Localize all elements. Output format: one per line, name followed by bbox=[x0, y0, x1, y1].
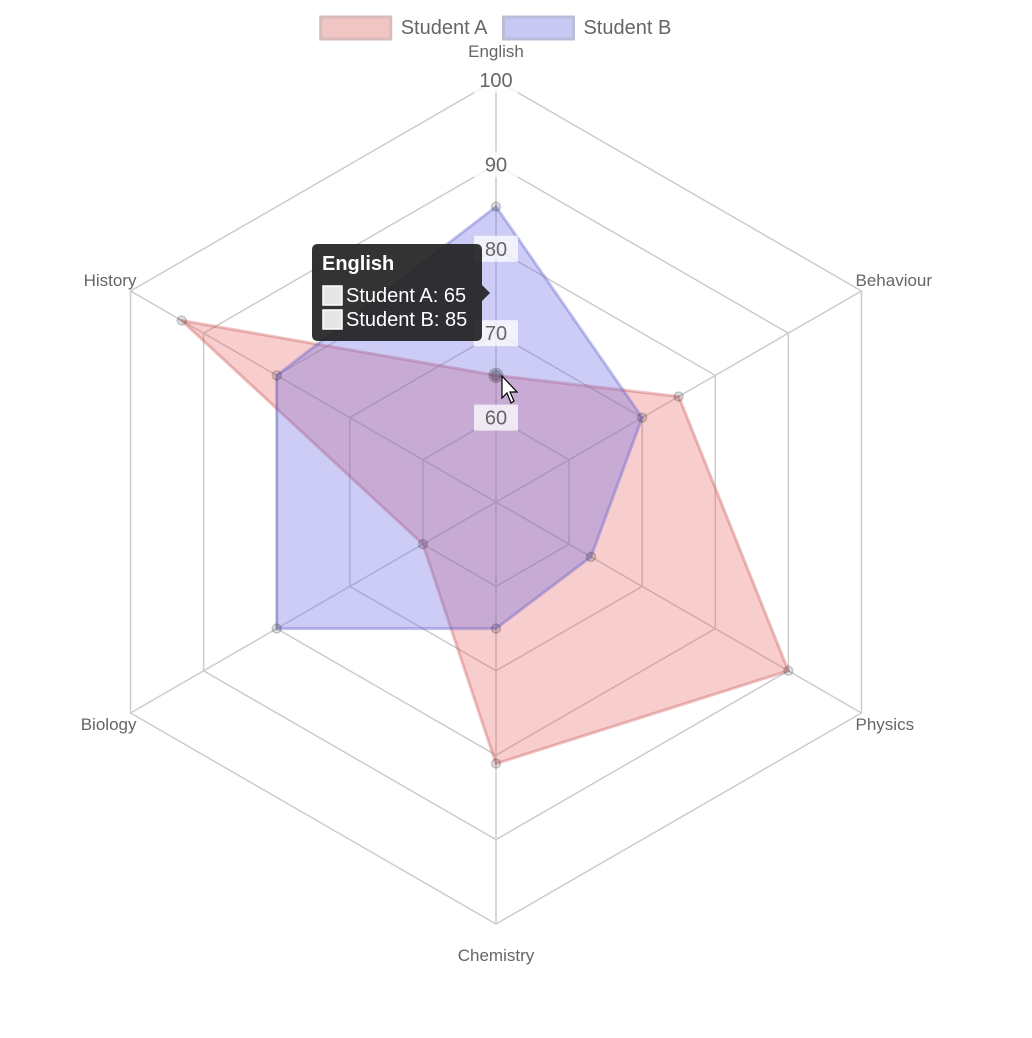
point-student-a-history[interactable] bbox=[176, 315, 187, 326]
point-student-a-english[interactable] bbox=[490, 370, 502, 381]
tooltip: English Student A: 65 Student B: 85 bbox=[312, 244, 490, 341]
point-hover-highlight bbox=[488, 367, 504, 384]
point-student-b-behaviour[interactable] bbox=[636, 412, 648, 423]
legend-item-student-b[interactable]: Student B bbox=[501, 15, 671, 41]
axis-label-history: History bbox=[84, 271, 137, 290]
spoke-behaviour bbox=[495, 290, 862, 503]
tick-backdrop-60 bbox=[474, 404, 518, 431]
tooltip-line-student-b: Student B: 85 bbox=[346, 309, 467, 331]
point-student-b-physics[interactable] bbox=[585, 551, 597, 563]
tooltip-swatch-student-a bbox=[322, 285, 343, 306]
tooltip-title: English bbox=[322, 253, 394, 275]
spoke-biology bbox=[130, 501, 497, 714]
tick-backdrop-100 bbox=[474, 67, 518, 93]
tick-backdrop-90 bbox=[474, 151, 518, 178]
point-student-a-behaviour[interactable] bbox=[673, 391, 684, 402]
tooltip-line-student-a: Student A: 65 bbox=[346, 285, 466, 307]
legend-swatch-student-a bbox=[319, 15, 393, 41]
legend-swatch-student-b bbox=[501, 15, 575, 41]
axis-label-biology: Biology bbox=[81, 715, 137, 734]
legend: Student A Student B bbox=[319, 15, 671, 41]
point-student-a-chemistry[interactable] bbox=[490, 758, 502, 769]
axis-label-behaviour: Behaviour bbox=[856, 271, 933, 290]
series-layer bbox=[176, 201, 794, 769]
point-student-a-biology[interactable] bbox=[417, 538, 429, 550]
tooltip-background bbox=[312, 244, 490, 341]
series-area-student-a bbox=[176, 318, 791, 766]
grid-layer bbox=[129, 79, 863, 925]
spoke-physics bbox=[495, 501, 862, 714]
axis-label-english: English bbox=[468, 42, 524, 61]
point-student-b-history[interactable] bbox=[271, 370, 282, 381]
axis-label-physics: Physics bbox=[856, 715, 915, 734]
tick-label-80: 80 bbox=[485, 239, 507, 261]
tick-label-70: 70 bbox=[485, 323, 507, 345]
legend-item-student-a[interactable]: Student A bbox=[319, 15, 488, 41]
point-student-b-english[interactable] bbox=[490, 201, 502, 212]
legend-label-student-a: Student A bbox=[401, 17, 488, 39]
tick-label-60: 60 bbox=[485, 408, 507, 430]
spoke-history bbox=[130, 290, 497, 503]
point-student-b-biology[interactable] bbox=[271, 623, 282, 634]
axis-label-chemistry: Chemistry bbox=[458, 946, 535, 965]
axis-labels-layer: English Behaviour Physics Chemistry Biology H… bbox=[81, 42, 933, 965]
tooltip-swatch-student-b bbox=[322, 309, 343, 330]
legend-label-student-b: Student B bbox=[583, 17, 671, 39]
point-student-a-physics[interactable] bbox=[783, 665, 794, 677]
mouse-cursor-icon bbox=[501, 374, 519, 404]
point-student-b-chemistry[interactable] bbox=[490, 623, 502, 634]
tick-label-90: 90 bbox=[485, 154, 507, 176]
tick-label-100: 100 bbox=[479, 70, 512, 92]
